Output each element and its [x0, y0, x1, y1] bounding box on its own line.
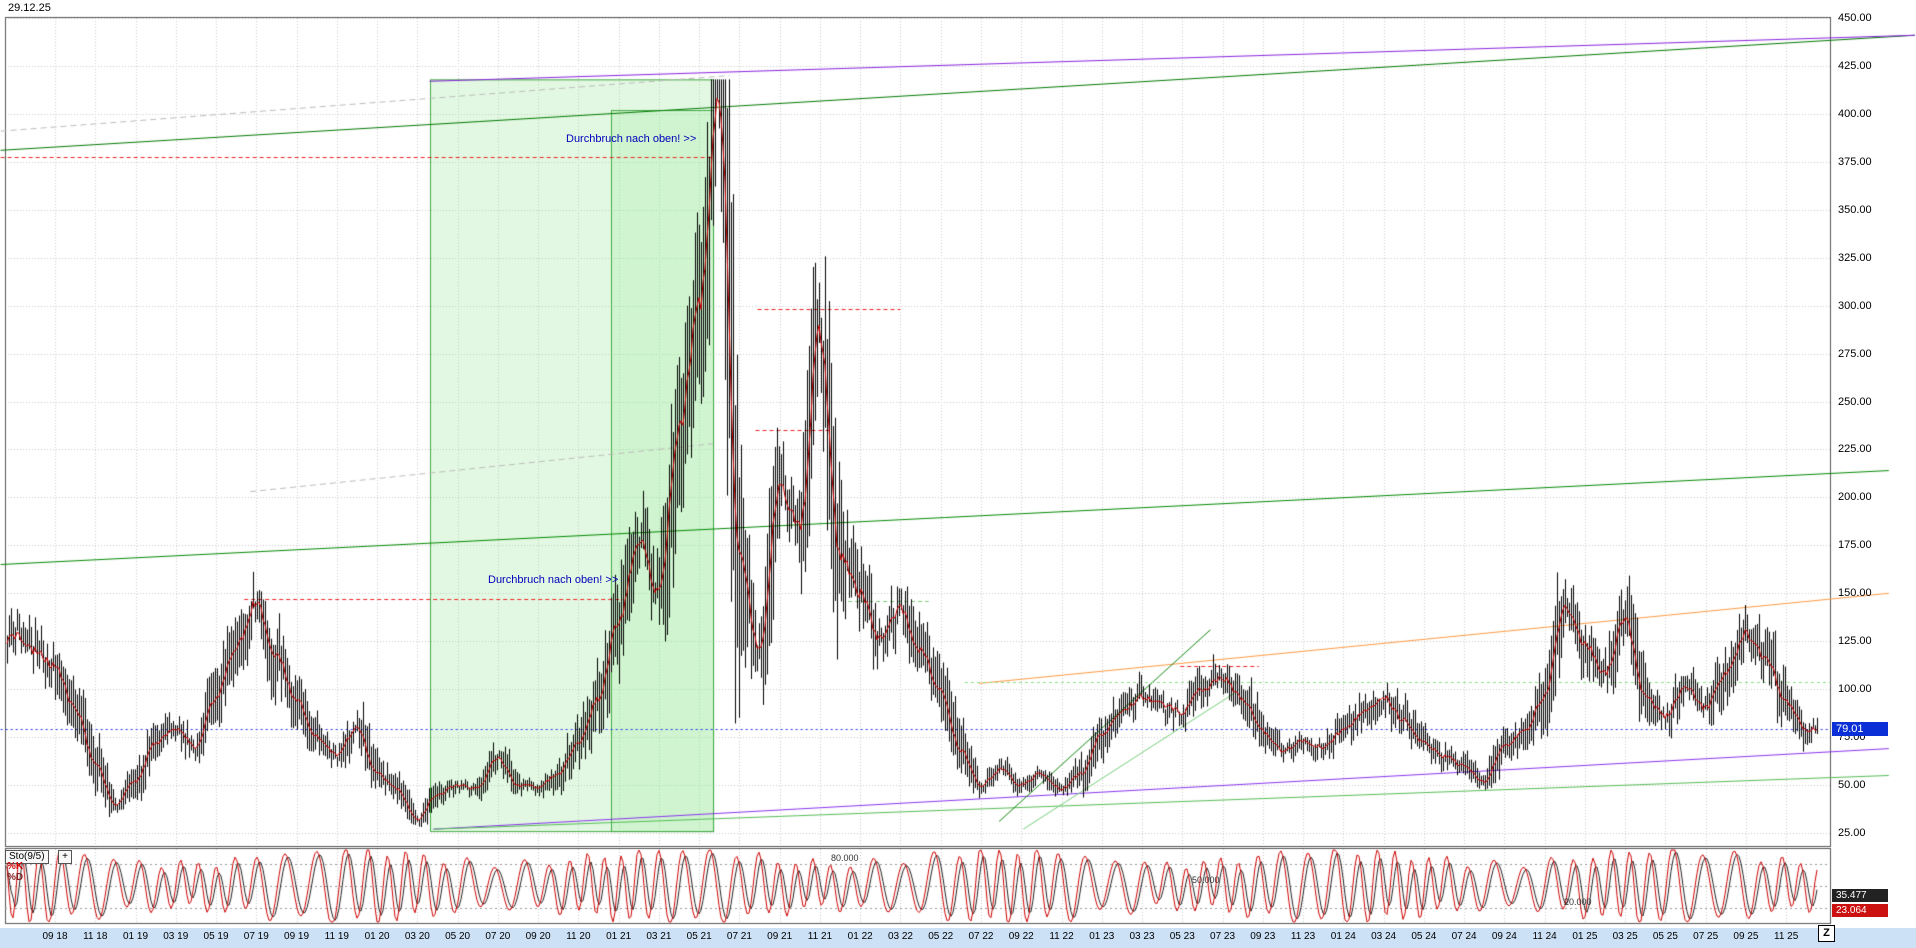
time-axis-label: 07 21 — [726, 931, 752, 942]
time-axis-label: 05 25 — [1652, 931, 1678, 942]
time-axis-label: 05 20 — [445, 931, 471, 942]
price-axis-label: 425.00 — [1838, 59, 1872, 72]
zoom-button[interactable]: Z — [1818, 925, 1835, 942]
time-axis-label: 09 19 — [284, 931, 310, 942]
price-axis-label: 125.00 — [1838, 635, 1872, 648]
time-axis-label: 05 23 — [1169, 931, 1195, 942]
price-axis-label: 25.00 — [1838, 827, 1866, 839]
time-axis-label: 07 20 — [485, 931, 511, 942]
price-axis-label: 325.00 — [1838, 251, 1872, 264]
time-axis-label: 05 21 — [686, 931, 712, 942]
breakout-annotation-mid[interactable]: Durchbruch nach oben! >> — [488, 574, 619, 586]
time-axis-label: 01 24 — [1330, 931, 1356, 942]
time-axis-label: 03 20 — [404, 931, 430, 942]
price-axis-label: 275.00 — [1838, 347, 1872, 360]
time-axis-label: 07 25 — [1693, 931, 1719, 942]
time-axis-label: 11 21 — [807, 931, 833, 942]
chart-date-label: 29.12.25 — [8, 2, 51, 14]
time-axis-label: 11 18 — [83, 931, 108, 942]
time-axis-label: 11 25 — [1774, 931, 1799, 942]
time-axis-label: 01 23 — [1089, 931, 1115, 942]
stochastic-d-label: %D — [7, 872, 24, 883]
price-axis-label: 450.00 — [1838, 12, 1872, 24]
price-axis-label: 250.00 — [1838, 395, 1872, 408]
time-axis-label: 05 19 — [203, 931, 229, 942]
time-axis-label: 03 23 — [1129, 931, 1155, 942]
time-axis-label: 09 22 — [1008, 931, 1034, 942]
stochastic-k-label: %K — [7, 861, 24, 872]
time-axis-label: 09 21 — [767, 931, 793, 942]
time-axis-label: 09 20 — [525, 931, 551, 942]
price-axis-label: 375.00 — [1838, 155, 1872, 168]
indicator-name-button[interactable]: Sto(9/5) — [5, 850, 49, 864]
stochastic-level-label: 20.000 — [1564, 897, 1592, 908]
time-axis-label: 11 19 — [324, 931, 349, 942]
current-price-tag: 79.01 — [1832, 722, 1888, 737]
time-axis-label: 11 20 — [566, 931, 591, 942]
time-axis-label: 03 19 — [163, 931, 189, 942]
time-axis-label: 07 22 — [968, 931, 994, 942]
stochastic-k-value-tag: 23.064 — [1832, 904, 1888, 917]
time-axis-label: 11 23 — [1290, 931, 1316, 942]
time-axis-label: 07 23 — [1210, 931, 1236, 942]
time-axis-label: 09 24 — [1491, 931, 1517, 942]
time-axis-label: 01 21 — [606, 931, 632, 942]
time-axis-label: 09 18 — [42, 931, 68, 942]
time-axis-label: 01 25 — [1572, 931, 1598, 942]
stochastic-level-label: 80.000 — [831, 852, 859, 863]
price-axis-label: 200.00 — [1838, 491, 1872, 504]
price-axis-label: 225.00 — [1838, 443, 1872, 456]
time-axis-label: 01 22 — [847, 931, 873, 942]
stochastic-level-label: 50.000 — [1192, 875, 1220, 885]
time-axis-label: 11 24 — [1532, 931, 1557, 942]
time-axis-label: 01 19 — [123, 931, 149, 942]
time-axis-label: 03 21 — [646, 931, 672, 942]
price-axis-label: 50.00 — [1838, 779, 1866, 792]
price-axis-label: 300.00 — [1838, 299, 1872, 312]
price-axis-label: 175.00 — [1838, 539, 1872, 552]
time-axis-label: 09 25 — [1733, 931, 1759, 942]
price-axis-label: 150.00 — [1838, 587, 1872, 600]
time-axis-label: 03 24 — [1371, 931, 1397, 942]
time-axis-label: 11 22 — [1049, 931, 1074, 942]
time-axis-band — [0, 928, 1916, 948]
time-axis-label: 05 22 — [928, 931, 954, 942]
time-axis-label: 03 22 — [887, 931, 913, 942]
time-axis-label: 07 19 — [243, 931, 269, 942]
time-axis-label: 03 25 — [1612, 931, 1638, 942]
breakout-annotation-top[interactable]: Durchbruch nach oben! >> — [566, 133, 697, 145]
indicator-expand-button[interactable]: + — [58, 850, 72, 864]
price-axis-label: 400.00 — [1838, 107, 1872, 120]
time-axis-label: 09 23 — [1250, 931, 1276, 942]
price-axis-label: 350.00 — [1838, 203, 1872, 216]
time-axis-label: 01 20 — [364, 931, 390, 942]
stochastic-d-value-tag: 35.477 — [1832, 889, 1888, 902]
price-axis-label: 100.00 — [1838, 683, 1872, 696]
time-axis-label: 07 24 — [1451, 931, 1477, 942]
time-axis-label: 05 24 — [1411, 931, 1437, 942]
